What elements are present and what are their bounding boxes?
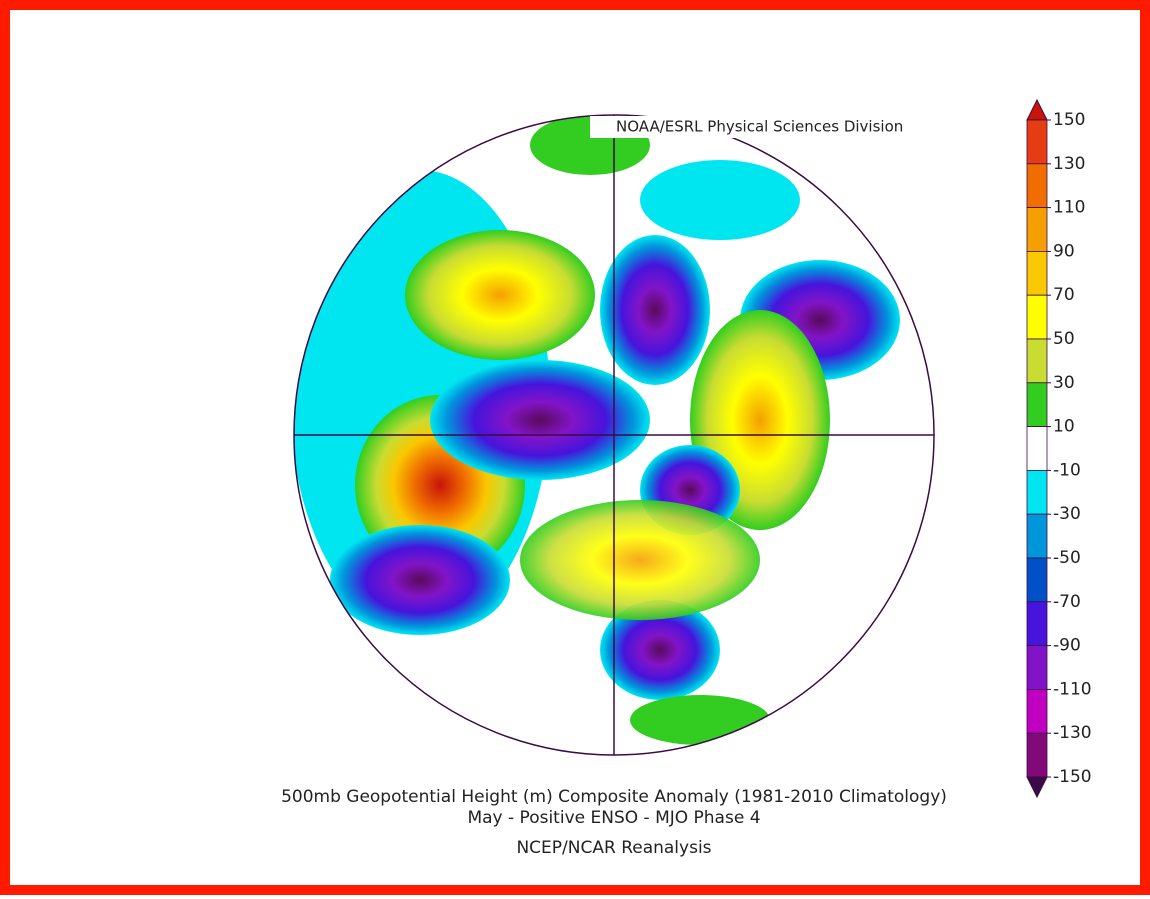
colorbar-box — [1026, 732, 1048, 778]
colorbar-box — [1026, 338, 1048, 384]
colorbar-box — [1026, 250, 1048, 296]
colorbar-box — [1026, 119, 1048, 165]
colorbar-cap — [1026, 98, 1048, 121]
colorbar-label: -110 — [1053, 679, 1092, 699]
colorbar-box — [1026, 645, 1048, 690]
colorbar-box — [1026, 163, 1048, 209]
colorbar-label: 70 — [1053, 285, 1075, 305]
source: NCEP/NCAR Reanalysis — [516, 838, 711, 858]
colorbar-label: 90 — [1053, 241, 1075, 261]
colorbar-label: -70 — [1053, 592, 1081, 612]
colorbar-box — [1026, 513, 1048, 559]
colorbar-label: -130 — [1053, 723, 1092, 743]
colorbar-label: -10 — [1053, 460, 1081, 480]
colorbar-box — [1026, 207, 1048, 252]
colorbar-cap — [1026, 776, 1048, 799]
colorbar-label: 110 — [1053, 198, 1085, 218]
colorbar-label: 30 — [1053, 373, 1075, 393]
colorbar-box — [1026, 294, 1048, 340]
map — [294, 115, 934, 755]
colorbar-box — [1026, 601, 1048, 646]
colorbar-label: 10 — [1053, 417, 1075, 437]
subtitle: May - Positive ENSO - MJO Phase 4 — [467, 808, 760, 828]
credit: NOAA/ESRL Physical Sciences Division — [616, 118, 903, 136]
colorbar-label: -90 — [1053, 636, 1081, 656]
colorbar-label: 130 — [1053, 154, 1085, 174]
colorbar-box — [1026, 469, 1048, 515]
title: 500mb Geopotential Height (m) Composite … — [281, 787, 947, 807]
colorbar-label: -30 — [1053, 504, 1081, 524]
colorbar-box — [1026, 557, 1048, 603]
colorbar-label: -50 — [1053, 548, 1081, 568]
credit-box — [590, 116, 930, 138]
colorbar-box — [1026, 689, 1048, 734]
colorbar-label: -150 — [1053, 767, 1092, 787]
colorbar-label: 50 — [1053, 329, 1075, 349]
colorbar-box — [1026, 382, 1048, 427]
colorbar: 150 130 110 90 70 50 30 10 -10 -30 -50 -70 -90 -110 -1… — [1026, 98, 1092, 799]
colorbar-label: 150 — [1053, 110, 1085, 130]
colorbar-box — [1026, 426, 1048, 471]
